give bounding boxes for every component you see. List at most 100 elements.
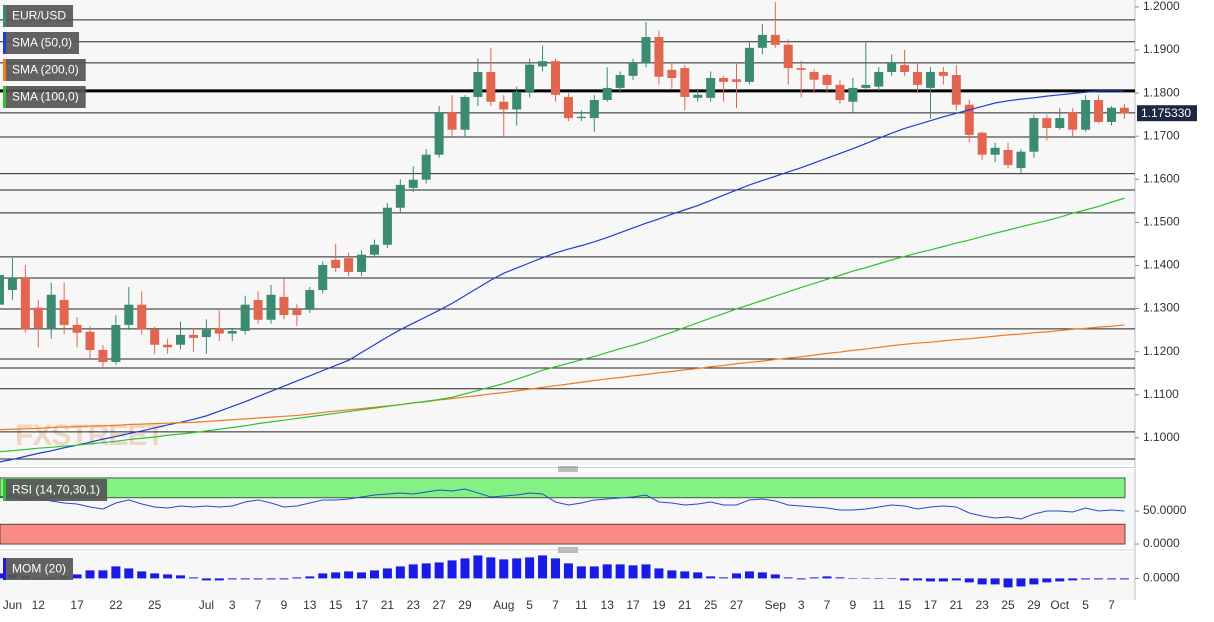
mom-bar xyxy=(589,566,599,579)
candle-body xyxy=(344,258,354,272)
y-tick-label: 1.1700 xyxy=(1143,128,1180,142)
candle-body xyxy=(111,324,121,363)
mom-bar xyxy=(874,578,884,579)
candle-body xyxy=(1055,118,1065,128)
resize-handle[interactable] xyxy=(558,466,578,472)
candle-body xyxy=(977,132,987,155)
mom-bar xyxy=(85,570,95,579)
x-tick-label: Aug xyxy=(493,598,514,612)
candle-body xyxy=(628,62,638,76)
x-tick-label: 25 xyxy=(704,598,718,612)
legend-item: SMA (50,0) xyxy=(3,32,80,54)
candle-body xyxy=(369,244,379,255)
x-tick-label: 5 xyxy=(1082,598,1089,612)
x-tick-label: 29 xyxy=(458,598,472,612)
mom-bar xyxy=(279,578,289,580)
x-tick-label: 29 xyxy=(1027,598,1041,612)
mom-bar xyxy=(719,577,729,579)
y-tick-label: 1.1500 xyxy=(1143,215,1180,229)
candle-body xyxy=(1119,107,1129,114)
x-tick-label: 3 xyxy=(798,598,805,612)
candle-body xyxy=(848,87,858,102)
candle-body xyxy=(835,84,845,100)
legend-label: RSI (14,70,30,1) xyxy=(12,483,100,497)
legend-box xyxy=(3,558,73,580)
mom-bar xyxy=(667,570,677,579)
candle-body xyxy=(46,294,56,328)
legend-box xyxy=(3,32,80,54)
x-tick-label: 13 xyxy=(303,598,317,612)
mom-bar xyxy=(0,573,4,579)
legend-swatch xyxy=(3,32,6,54)
candle-body xyxy=(525,64,535,92)
y-tick-label: 50.0000 xyxy=(1143,503,1187,517)
candle-body xyxy=(1094,99,1104,122)
candle-body xyxy=(538,61,548,67)
mom-bar xyxy=(1029,578,1039,585)
x-tick-label: Sep xyxy=(765,598,787,612)
candle-body xyxy=(512,91,522,110)
candle-body xyxy=(1029,118,1039,152)
y-tick-label: 1.2000 xyxy=(1143,0,1180,13)
panel-plot xyxy=(0,477,1126,545)
x-tick-label: 21 xyxy=(950,598,964,612)
candle-body xyxy=(822,74,832,85)
mom-bar xyxy=(434,562,444,579)
candle-body xyxy=(486,71,496,102)
mom-bar xyxy=(266,578,276,580)
mom-bar xyxy=(913,578,923,581)
x-tick-label: Oct xyxy=(1050,598,1069,612)
candle-body xyxy=(796,68,806,70)
y-tick-label: 1.1000 xyxy=(1143,430,1180,444)
candle-body xyxy=(1081,99,1091,130)
mom-bar xyxy=(732,573,742,579)
mom-bar xyxy=(861,577,871,579)
x-tick-label: 9 xyxy=(850,598,857,612)
candle-body xyxy=(227,330,237,334)
mom-bar xyxy=(654,568,664,579)
mom-bar xyxy=(977,578,987,585)
x-tick-label: 15 xyxy=(898,598,912,612)
legend-swatch xyxy=(3,5,6,27)
legend-label: MOM (20) xyxy=(12,562,66,576)
candle-body xyxy=(279,296,289,316)
mom-bar xyxy=(693,572,703,579)
resize-handle[interactable] xyxy=(558,547,578,553)
candle-body xyxy=(990,147,1000,155)
mom-bar xyxy=(305,576,315,579)
legend-label: SMA (50,0) xyxy=(12,36,72,50)
candle-body xyxy=(641,37,651,63)
candle-body xyxy=(589,99,599,119)
mom-bar xyxy=(486,557,496,579)
rsi-band xyxy=(0,523,1126,545)
x-tick-label: 9 xyxy=(281,598,288,612)
candle-body xyxy=(1042,118,1052,128)
mom-bar xyxy=(744,571,754,579)
x-tick-label: 23 xyxy=(976,598,990,612)
y-tick-label: 1.1300 xyxy=(1143,301,1180,315)
candle-body xyxy=(72,324,82,333)
candle-body xyxy=(7,277,17,291)
candle-body xyxy=(938,71,948,76)
mom-bar xyxy=(111,566,121,579)
mom-bar xyxy=(240,578,250,580)
candle-body xyxy=(395,184,405,208)
candle-body xyxy=(201,329,211,338)
candle-body xyxy=(266,294,276,320)
mom-bar xyxy=(408,564,418,579)
mom-bar xyxy=(951,578,961,581)
y-tick-label: 1.1200 xyxy=(1143,344,1180,358)
legend-item: SMA (200,0) xyxy=(3,59,86,81)
candle-body xyxy=(59,299,69,325)
x-tick-label: 17 xyxy=(924,598,938,612)
last-price-label: 1.175330 xyxy=(1141,106,1191,120)
y-tick-label: 1.1900 xyxy=(1143,42,1180,56)
candle-body xyxy=(1003,149,1013,166)
candle-body xyxy=(667,69,677,79)
mom-bar xyxy=(770,574,780,579)
mom-bar xyxy=(615,564,625,579)
legend-swatch xyxy=(3,59,6,81)
candle-body xyxy=(680,68,690,97)
mom-bar xyxy=(150,573,160,579)
y-tick-label: 1.1600 xyxy=(1143,171,1180,185)
